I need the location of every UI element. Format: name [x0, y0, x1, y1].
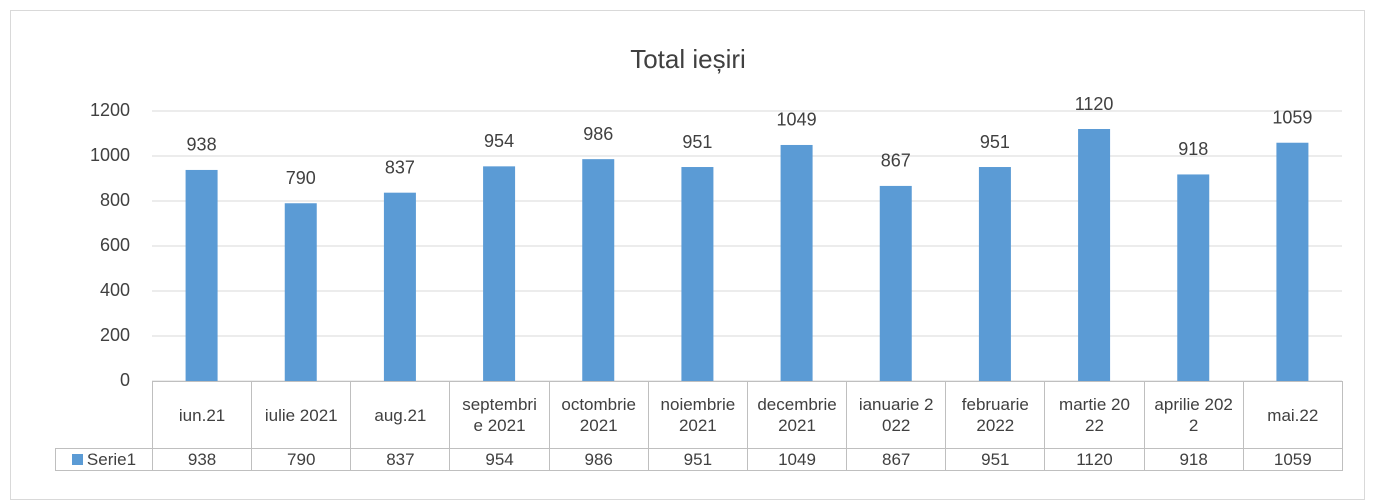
value-label: 1049 [777, 110, 817, 130]
bar [383, 192, 416, 381]
category-cell: iulie 2021 [251, 381, 352, 449]
value-cell: 837 [350, 448, 451, 471]
category-cell: aug.21 [350, 381, 451, 449]
value-cell: 1059 [1242, 448, 1343, 471]
value-label: 954 [484, 131, 514, 151]
bar [284, 203, 317, 381]
bar [483, 166, 516, 381]
category-cell: iun.21 [151, 381, 253, 449]
bar [1078, 129, 1111, 381]
value-cell: 790 [251, 448, 352, 471]
value-label: 837 [385, 157, 415, 177]
category-cell: aprilie 2022 [1143, 381, 1244, 449]
bar [1276, 142, 1309, 381]
value-cell: 1049 [746, 448, 848, 471]
category-cell: martie 2022 [1044, 381, 1145, 449]
value-label: 938 [187, 135, 217, 155]
value-cell: 918 [1143, 448, 1244, 471]
value-label: 951 [980, 132, 1010, 152]
data-table: iun.21 iulie 2021 aug.21 septembrie 2021 oct… [55, 381, 1343, 471]
value-cell: 1120 [1044, 448, 1145, 471]
value-cell: 867 [846, 448, 947, 471]
category-row: iun.21 iulie 2021 aug.21 septembrie 2021 oct… [55, 381, 1343, 449]
value-row: Serie1 938 790 837 954 986 951 1049 867 951 1120 91… [55, 448, 1343, 471]
bar [879, 185, 912, 381]
bar [780, 144, 813, 381]
y-tick-label: 1000 [90, 145, 130, 165]
bar [582, 159, 615, 381]
value-label: 1059 [1272, 107, 1312, 127]
chart-title: Total ieșiri [630, 44, 746, 74]
value-label: 951 [682, 132, 712, 152]
bar [681, 167, 714, 381]
legend-label: Serie1 [86, 450, 137, 469]
category-cell: noiembrie 2021 [647, 381, 748, 449]
value-cell: 986 [548, 448, 649, 471]
category-cell: mai.22 [1242, 381, 1343, 449]
bar [185, 169, 218, 381]
category-cell: septembrie 2021 [449, 381, 550, 449]
value-cell: 951 [647, 448, 748, 471]
value-label: 867 [881, 151, 911, 171]
category-cell: decembrie 2021 [746, 381, 848, 449]
bar [1177, 174, 1210, 381]
value-label: 1120 [1075, 94, 1114, 114]
value-cell: 954 [449, 448, 550, 471]
category-cell: octombrie 2021 [548, 381, 649, 449]
y-tick-label: 800 [100, 190, 130, 210]
legend-key [71, 454, 83, 465]
value-cell: 951 [945, 448, 1046, 471]
value-cell: 938 [151, 448, 253, 471]
bar [978, 167, 1011, 381]
value-label: 790 [286, 168, 316, 188]
y-tick-label: 200 [100, 325, 130, 345]
category-cell: ianuarie 2022 [846, 381, 947, 449]
series-cell: Serie1 [55, 448, 153, 471]
corner-cell [55, 381, 153, 449]
value-label: 986 [583, 124, 613, 144]
y-tick-label: 400 [100, 280, 130, 300]
y-tick-label: 1200 [90, 100, 130, 120]
category-cell: februarie 2022 [945, 381, 1046, 449]
y-tick-label: 0 [120, 370, 130, 390]
y-tick-label: 600 [100, 235, 130, 255]
value-label: 918 [1178, 139, 1208, 159]
